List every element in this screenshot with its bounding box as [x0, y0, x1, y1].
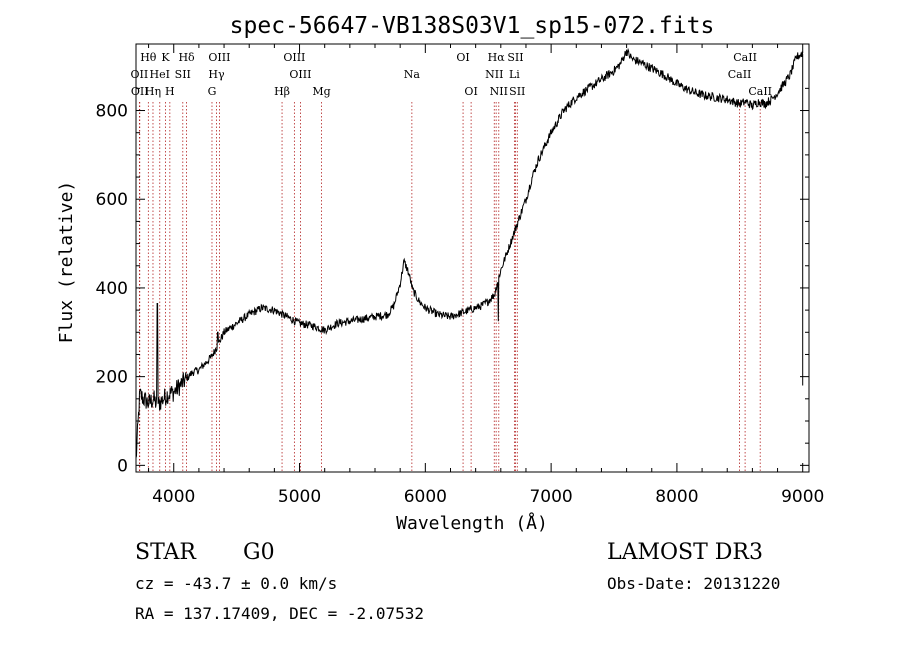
x-axis-label: Wavelength (Å) [396, 512, 548, 534]
x-tick-label: 8000 [655, 487, 698, 507]
y-tick-label: 600 [96, 190, 128, 210]
line-label: CaII [748, 85, 772, 98]
line-label: OIII [289, 68, 311, 81]
line-label: Na [404, 68, 421, 81]
redshift-cz: cz = -43.7 ± 0.0 km/s [135, 574, 338, 593]
line-label: Hβ [274, 85, 290, 98]
line-label: OI [464, 85, 477, 98]
line-label: OI [456, 51, 469, 64]
object-class: STAR [135, 540, 196, 565]
line-label: SII [509, 85, 525, 98]
x-axis-ticks: 4000 5000 6000 7000 8000 9000 [148, 44, 824, 507]
line-label: Hθ [140, 51, 157, 64]
line-label: OIII [208, 51, 230, 64]
line-label: SII [175, 68, 191, 81]
line-label: Hα [488, 51, 506, 64]
x-tick-label: 9000 [781, 487, 824, 507]
y-tick-label: 800 [96, 102, 128, 122]
x-tick-label: 5000 [278, 487, 321, 507]
line-label: NII [490, 85, 508, 98]
y-axis-label: Flux (relative) [56, 181, 77, 344]
line-label: OII [131, 68, 149, 81]
y-tick-label: 200 [96, 368, 128, 388]
line-label: Li [509, 68, 520, 81]
line-label: CaII [728, 68, 752, 81]
object-subclass: G0 [243, 540, 275, 565]
spectrum-line [135, 47, 804, 459]
line-label: OII [131, 85, 149, 98]
x-tick-label: 4000 [152, 487, 195, 507]
line-label: OIII [283, 51, 305, 64]
y-tick-label: 400 [96, 279, 128, 299]
line-label: Mg [312, 85, 330, 98]
line-label: Hδ [178, 51, 195, 64]
observation-date: Obs-Date: 20131220 [607, 574, 781, 593]
line-label: Hγ [208, 68, 225, 81]
line-label: CaII [733, 51, 757, 64]
line-label: NII [485, 68, 503, 81]
line-label: Hη [145, 85, 161, 98]
chart-title: spec-56647-VB138S03V1_sp15-072.fits [230, 13, 715, 39]
line-label: G [208, 85, 217, 98]
x-tick-label: 7000 [529, 487, 572, 507]
x-tick-label: 6000 [404, 487, 447, 507]
line-label: H [165, 85, 175, 98]
y-axis-ticks: 0 200 400 600 800 [96, 87, 809, 476]
ra-dec-coordinates: RA = 137.17409, DEC = -2.07532 [135, 604, 424, 623]
emission-line-markers [138, 102, 761, 472]
line-label: SII [507, 51, 523, 64]
line-label: K [161, 51, 170, 64]
line-label: HeI [150, 68, 170, 81]
plot-frame [135, 43, 810, 473]
survey-name: LAMOST DR3 [607, 540, 763, 565]
y-tick-label: 0 [117, 456, 128, 476]
